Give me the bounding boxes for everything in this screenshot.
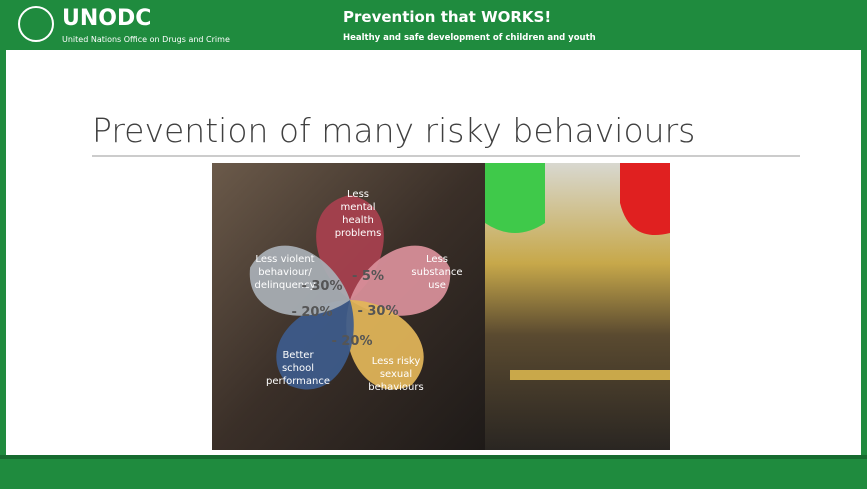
petal-value: - 30%	[301, 279, 342, 294]
petal-label: substance	[411, 267, 462, 278]
photo-decoration	[620, 163, 670, 235]
logo: UNODC	[62, 6, 151, 31]
footer-stripe	[0, 455, 867, 459]
petal	[276, 300, 354, 390]
header-subtitle: Healthy and safe development of children…	[343, 33, 596, 43]
petal-label: sexual	[380, 369, 412, 380]
petal-label: health	[342, 215, 374, 226]
petal-label: behaviour/	[258, 267, 312, 278]
petal-label: Less	[347, 189, 369, 200]
petal-label: behaviours	[368, 382, 423, 393]
slide-title: Prevention of many risky behaviours	[92, 111, 695, 150]
petal-label: Less	[426, 254, 448, 265]
petal-label: mental	[340, 202, 375, 213]
photo-decoration	[485, 163, 545, 233]
petal	[350, 245, 451, 316]
petal	[346, 300, 424, 390]
petal-value: - 30%	[357, 304, 398, 319]
petal-label: problems	[335, 228, 382, 239]
petal	[249, 245, 350, 316]
petal-label: delinquency	[255, 280, 316, 291]
petal-label: Better	[282, 350, 314, 361]
header-title: Prevention that WORKS!	[343, 8, 551, 26]
organization: United Nations Office on Drugs and Crime	[62, 35, 230, 44]
petal-label: Less violent	[255, 254, 314, 265]
petal-label: performance	[266, 376, 330, 387]
flower-diagram: Less mental health problems - 5% Less substanc…	[249, 189, 463, 393]
un-emblem	[18, 6, 54, 42]
petal-label: school	[282, 363, 314, 374]
petal-value: - 20%	[331, 334, 372, 349]
petal-value: - 5%	[352, 269, 384, 284]
petal-label: Less risky	[372, 356, 421, 367]
petal-label: use	[428, 280, 446, 291]
photo-desk	[510, 370, 670, 380]
petal-value: - 20%	[291, 305, 332, 320]
